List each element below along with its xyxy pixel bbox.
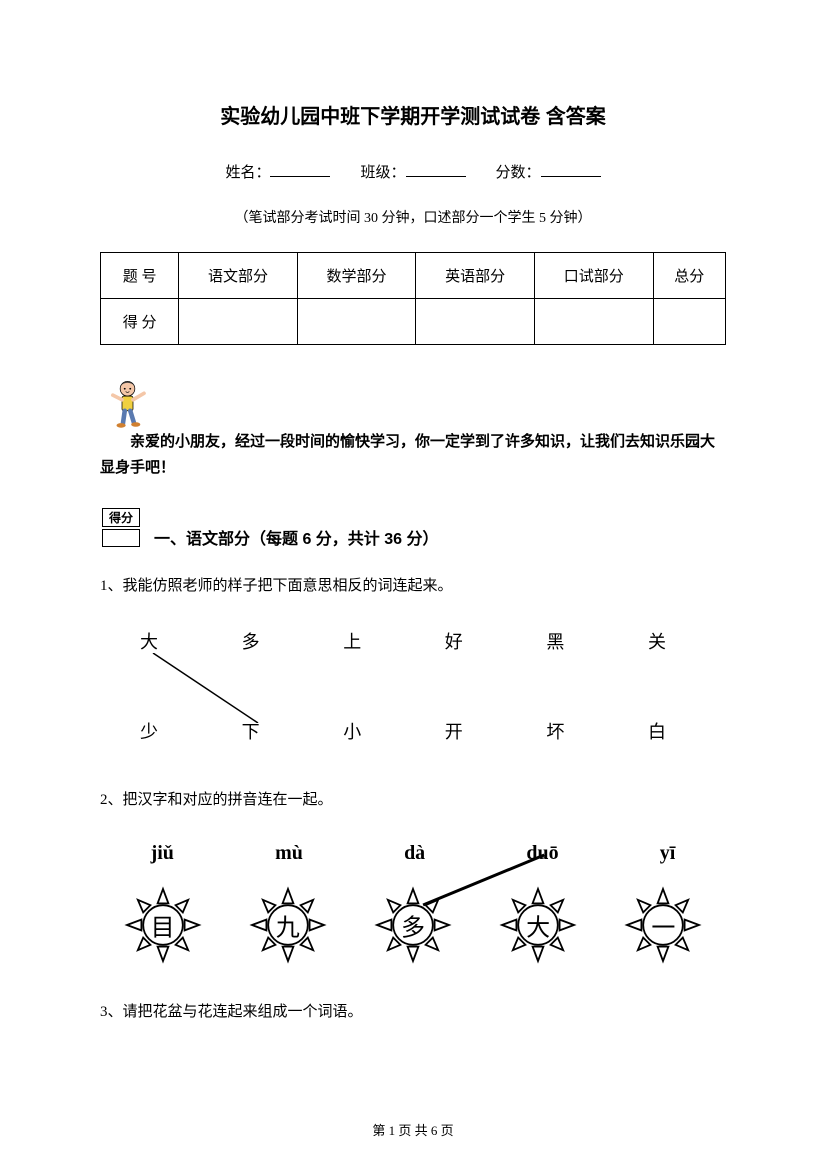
sun-char: 大 [526, 908, 550, 943]
q1-bottom-row: 少 下 小 开 坏 白 [140, 718, 666, 744]
q1-char: 少 [140, 718, 158, 744]
q1-char: 小 [343, 718, 361, 744]
page: 实验幼儿园中班下学期开学测试试卷 含答案 姓名： 班级： 分数： （笔试部分考试… [0, 0, 826, 1089]
table-cell: 口试部分 [534, 253, 653, 299]
name-blank[interactable] [270, 159, 330, 177]
mini-score-blank[interactable] [102, 529, 140, 547]
q1-char: 上 [343, 628, 361, 654]
q1-char: 下 [242, 718, 260, 744]
table-row: 得 分 [101, 299, 726, 345]
q1-connection-line [148, 653, 268, 723]
table-cell: 总分 [653, 253, 725, 299]
sun-icon: 一 [618, 880, 708, 970]
question-3-prompt: 3、请把花盆与花连起来组成一个词语。 [100, 1000, 726, 1024]
q1-top-row: 大 多 上 好 黑 关 [140, 628, 666, 654]
q2-suns-row: 目 九 [100, 880, 726, 970]
intro-text: 亲爱的小朋友，经过一段时间的愉快学习，你一定学到了许多知识，让我们去知识乐园大显… [100, 430, 726, 481]
pinyin: yī [660, 842, 676, 865]
info-row: 姓名： 班级： 分数： [100, 159, 726, 182]
score-mini-box: 得分 [100, 506, 142, 549]
table-cell[interactable] [179, 299, 298, 345]
sun-icon: 目 [118, 880, 208, 970]
score-table: 题 号 语文部分 数学部分 英语部分 口试部分 总分 得 分 [100, 252, 726, 345]
sun-icon: 大 [493, 880, 583, 970]
score-label: 分数： [496, 165, 541, 181]
intro-block: 亲爱的小朋友，经过一段时间的愉快学习，你一定学到了许多知识，让我们去知识乐园大显… [100, 375, 726, 481]
exam-note: （笔试部分考试时间 30 分钟，口述部分一个学生 5 分钟） [100, 207, 726, 227]
q1-char: 坏 [546, 718, 564, 744]
q1-char: 多 [242, 628, 260, 654]
table-row: 题 号 语文部分 数学部分 英语部分 口试部分 总分 [101, 253, 726, 299]
pinyin: jiǔ [151, 842, 174, 865]
q1-char: 大 [140, 628, 158, 654]
q1-char: 开 [445, 718, 463, 744]
pinyin: mù [275, 842, 303, 865]
question-1-prompt: 1、我能仿照老师的样子把下面意思相反的词连起来。 [100, 574, 726, 598]
section-title: 一、语文部分（每题 6 分，共计 36 分） [154, 525, 438, 549]
q1-char: 关 [648, 628, 666, 654]
sun-icon: 九 [243, 880, 333, 970]
mini-score-label: 得分 [102, 508, 140, 527]
table-cell: 题 号 [101, 253, 179, 299]
class-blank[interactable] [406, 159, 466, 177]
q1-char: 好 [445, 628, 463, 654]
sun-char: 九 [276, 908, 300, 943]
table-cell[interactable] [534, 299, 653, 345]
table-cell: 英语部分 [416, 253, 535, 299]
table-cell: 语文部分 [179, 253, 298, 299]
question-2-prompt: 2、把汉字和对应的拼音连在一起。 [100, 788, 726, 812]
sun-char: 目 [151, 908, 175, 943]
q1-antonyms: 大 多 上 好 黑 关 少 下 小 开 坏 白 [100, 628, 726, 748]
child-icon [100, 375, 155, 430]
sun-char: 多 [401, 908, 425, 943]
section-row: 得分 一、语文部分（每题 6 分，共计 36 分） [100, 506, 726, 549]
score-blank[interactable] [541, 159, 601, 177]
document-title: 实验幼儿园中班下学期开学测试试卷 含答案 [100, 100, 726, 129]
table-cell[interactable] [416, 299, 535, 345]
pinyin: dà [404, 842, 425, 865]
table-cell[interactable] [653, 299, 725, 345]
pinyin: duō [526, 842, 558, 865]
name-label: 姓名： [225, 165, 270, 181]
q2-pinyin-row: jiǔ mù dà duō yī [100, 842, 726, 865]
page-footer: 第 1 页 共 6 页 [0, 1120, 826, 1139]
q1-char: 黑 [546, 628, 564, 654]
table-cell[interactable] [297, 299, 416, 345]
class-label: 班级： [360, 165, 405, 181]
q1-char: 白 [648, 718, 666, 744]
sun-char: 一 [651, 908, 675, 943]
sun-icon: 多 [368, 880, 458, 970]
table-cell: 数学部分 [297, 253, 416, 299]
table-cell: 得 分 [101, 299, 179, 345]
